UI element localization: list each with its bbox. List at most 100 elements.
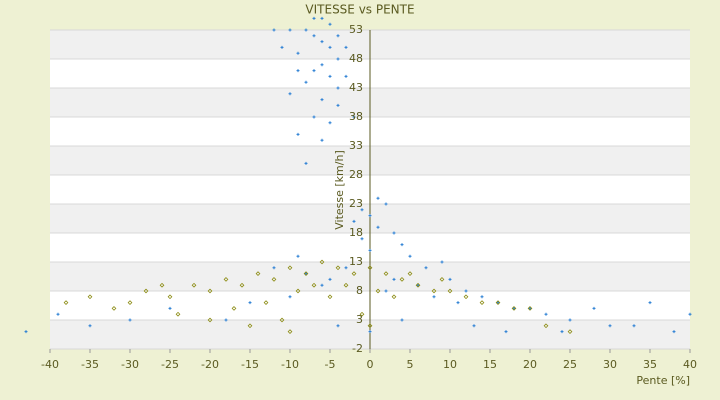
scatter-point (407, 271, 413, 276)
y-tick-label: 13 (349, 255, 363, 268)
scatter-point (367, 323, 373, 329)
scatter-point (287, 265, 293, 271)
scatter-point (336, 86, 340, 90)
scatter-point (303, 271, 309, 276)
scatter-point (568, 318, 572, 322)
scatter-point (424, 266, 428, 270)
scatter-point (296, 69, 300, 73)
scatter-point (328, 121, 332, 125)
scatter-point (528, 306, 532, 310)
scatter-point (504, 330, 508, 334)
scatter-point (247, 323, 253, 329)
y-tick-label: 38 (349, 110, 363, 123)
scatter-point (312, 16, 316, 20)
scatter-point (296, 254, 300, 258)
scatter-point (376, 196, 380, 200)
scatter-point (560, 330, 564, 334)
scatter-point (352, 219, 356, 223)
scatter-point (336, 103, 340, 107)
scatter-point (311, 282, 317, 288)
x-tick-label: 35 (643, 358, 657, 371)
scatter-point (312, 34, 316, 38)
x-tick-label: -30 (121, 358, 139, 371)
scatter-point (399, 277, 405, 282)
x-tick-label: 0 (367, 358, 374, 371)
scatter-point (456, 301, 460, 305)
y-tick-label: 53 (349, 23, 363, 36)
scatter-point (312, 69, 316, 73)
scatter-point (368, 330, 372, 334)
x-tick-label: -10 (281, 358, 299, 371)
scatter-point (447, 288, 453, 294)
y-tick-label: 28 (349, 168, 363, 181)
x-tick-label: 15 (483, 358, 497, 371)
scatter-point (376, 225, 380, 229)
scatter-point (480, 295, 484, 299)
scatter-point (448, 277, 452, 281)
scatter-point (319, 259, 325, 265)
scatter-point (168, 306, 172, 310)
scatter-point (688, 312, 692, 316)
scatter-point (327, 294, 333, 300)
scatter-point (511, 306, 517, 311)
scatter-point (432, 295, 436, 299)
scatter-point (335, 265, 341, 271)
scatter-point (328, 45, 332, 49)
x-tick-label: 20 (523, 358, 537, 371)
scatter-point (392, 231, 396, 235)
scatter-point (304, 161, 308, 165)
scatter-point (400, 318, 404, 322)
scatter-point (239, 282, 245, 288)
scatter-point (272, 28, 276, 32)
scatter-point (231, 306, 237, 311)
scatter-point (431, 288, 437, 294)
scatter-point (279, 317, 285, 323)
scatter-point (416, 283, 420, 287)
y-axis-label: Vitesse [km/h] (333, 150, 346, 230)
x-tick-label: -35 (81, 358, 99, 371)
scatter-point (272, 266, 276, 270)
x-tick-label: 10 (443, 358, 457, 371)
scatter-point (87, 294, 93, 300)
x-tick-label: -25 (161, 358, 179, 371)
scatter-point (391, 294, 397, 300)
scatter-point (360, 208, 364, 212)
scatter-point (224, 318, 228, 322)
scatter-point (496, 301, 500, 305)
scatter-point (88, 324, 92, 328)
scatter-point (304, 272, 308, 276)
scatter-point (384, 289, 388, 293)
x-tick-label: 30 (603, 358, 617, 371)
scatter-point (352, 115, 356, 119)
scatter-point (415, 282, 421, 288)
x-tick-label: 25 (563, 358, 577, 371)
scatter-point (495, 300, 501, 305)
scatter-point (367, 265, 373, 271)
scatter-point (360, 237, 364, 241)
scatter-point (248, 301, 252, 305)
scatter-point (320, 138, 324, 142)
y-tick-label: 23 (349, 197, 363, 210)
scatter-point (207, 317, 213, 323)
y-tick-label: 18 (349, 226, 363, 239)
scatter-point (336, 324, 340, 328)
x-tick-label: -5 (325, 358, 336, 371)
scatter-point (336, 34, 340, 38)
scatter-point (383, 271, 389, 276)
scatter-point (175, 311, 181, 317)
scatter-point (343, 282, 349, 288)
scatter-point (375, 288, 381, 294)
x-axis-label: Pente [%] (636, 374, 690, 387)
scatter-point (344, 266, 348, 270)
chart-title: VITESSE vs PENTE (305, 3, 414, 17)
scatter-point (304, 28, 308, 32)
scatter-point (632, 324, 636, 328)
scatter-point (344, 45, 348, 49)
scatter-point (463, 294, 469, 300)
scatter-point (312, 115, 316, 119)
scatter-point (320, 40, 324, 44)
scatter-point (127, 300, 133, 305)
y-tick-label: 43 (349, 81, 363, 94)
x-tick-label: -40 (41, 358, 59, 371)
